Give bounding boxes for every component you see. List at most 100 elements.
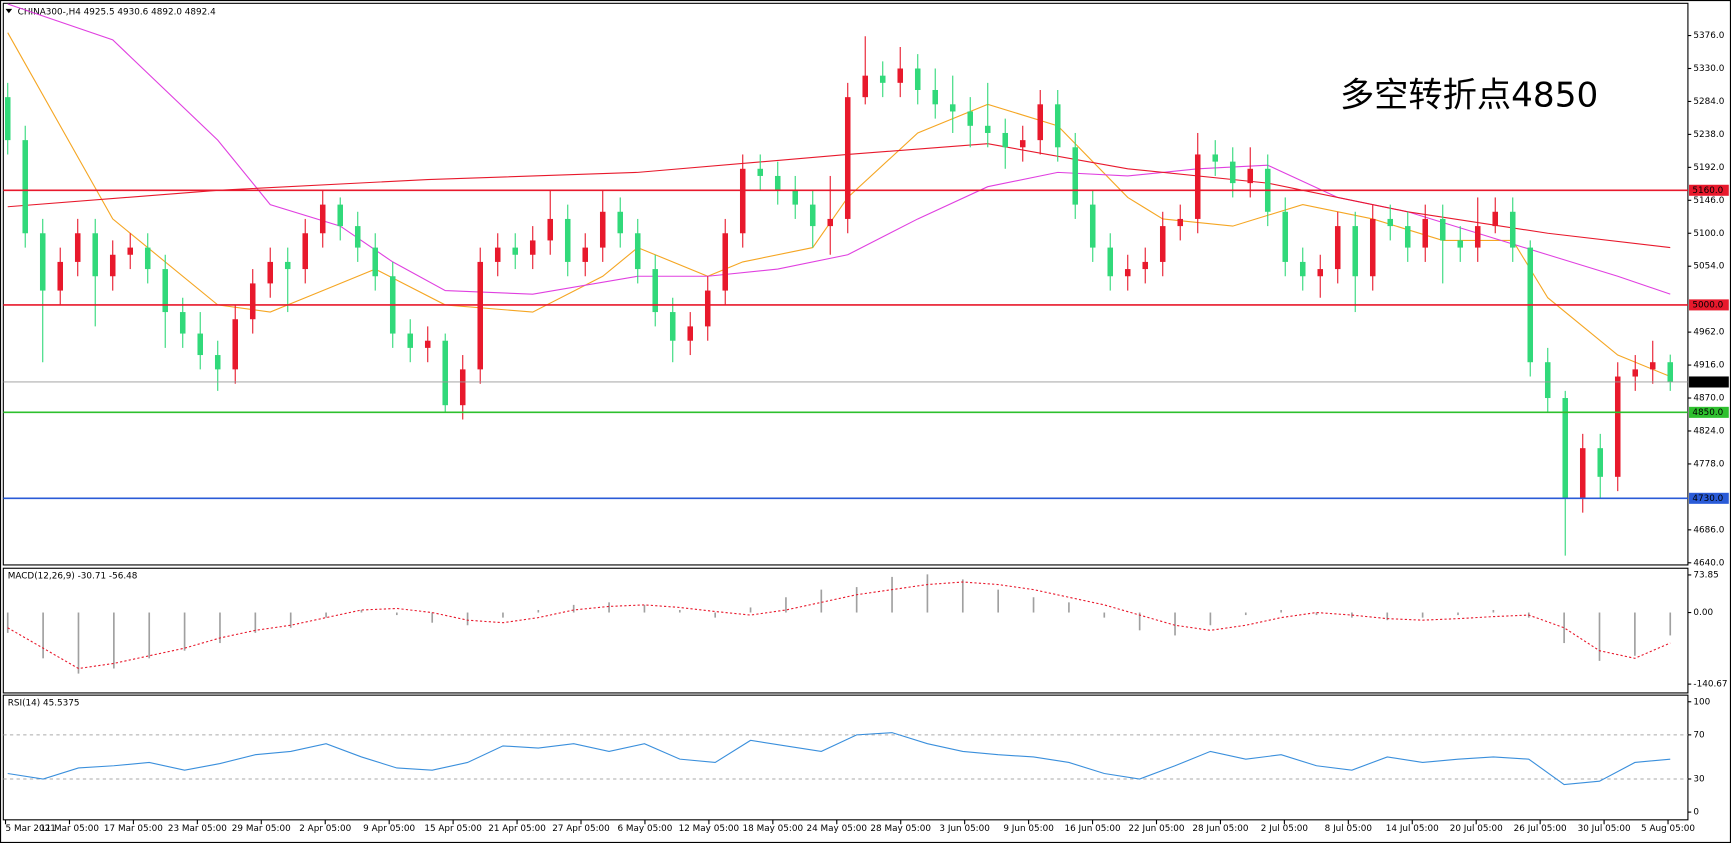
symbol-title: CHINA300-,H4 4925.5 4930.6 4892.0 4892.4: [18, 8, 216, 18]
x-tick-label: 12 May 05:00: [679, 824, 740, 834]
candle-body: [179, 312, 186, 334]
x-tick-label: 26 Jul 05:00: [1514, 824, 1567, 834]
candle-body: [1404, 226, 1411, 248]
annotation: 多空转折点4850: [1340, 76, 1598, 116]
main-panel: [2, 2, 1689, 566]
candle-body: [1649, 362, 1656, 370]
y-tick-label: 5238.0: [1693, 130, 1724, 140]
level-label: 4892.4: [1692, 377, 1723, 387]
candle-body: [249, 283, 256, 320]
x-tick-label: 21 Apr 05:00: [488, 824, 546, 834]
y-tick-label: 5192.0: [1693, 163, 1724, 173]
macd-panel: [2, 567, 1689, 694]
candle-body: [214, 355, 221, 370]
candle-body: [354, 226, 361, 248]
x-tick-label: 8 Jul 05:00: [1325, 824, 1373, 834]
candle-body: [459, 369, 466, 406]
candle-body: [1212, 154, 1219, 162]
candle-body: [844, 97, 851, 219]
candle-body: [669, 312, 676, 341]
candle-body: [914, 68, 921, 90]
y-tick-label: 4962.0: [1693, 328, 1724, 338]
candle-body: [1142, 261, 1149, 270]
x-tick-label: 2 Jul 05:00: [1261, 824, 1309, 834]
candle-body: [547, 218, 553, 241]
y-tick-label: 5376.0: [1693, 31, 1724, 41]
candle-body: [757, 168, 763, 176]
candle-body: [1194, 154, 1201, 219]
candle-body: [372, 247, 378, 277]
candle-body: [4, 97, 11, 141]
level-label: 5160.0: [1692, 186, 1723, 196]
macd-title: MACD(12,26,9) -30.71 -56.48: [8, 571, 138, 581]
y-tick-label: 5330.0: [1693, 64, 1724, 74]
candle-body: [512, 247, 518, 255]
candle-body: [39, 233, 46, 291]
y-tick-label: 100: [1693, 697, 1710, 707]
candle-body: [1002, 132, 1009, 148]
y-tick-label: 70: [1693, 730, 1705, 740]
candle-body: [92, 233, 98, 277]
x-tick-label: 27 Apr 05:00: [552, 824, 610, 834]
candle-body: [74, 233, 81, 262]
candle-body: [424, 340, 431, 348]
candle-body: [1159, 226, 1166, 262]
candle-body: [1457, 240, 1464, 248]
x-tick-label: 24 May 05:00: [806, 824, 867, 834]
candle-body: [879, 75, 886, 83]
candle-body: [1597, 448, 1604, 477]
candle-body: [1229, 161, 1236, 184]
x-tick-label: 16 Jun 05:00: [1064, 824, 1120, 834]
x-tick-label: 20 Jul 05:00: [1450, 824, 1503, 834]
candle-body: [792, 190, 798, 205]
x-tick-label: 18 May 05:00: [743, 824, 804, 834]
x-tick-label: 29 Mar 05:00: [232, 824, 291, 834]
candle-body: [862, 75, 869, 98]
rsi-line: [7, 732, 1671, 786]
candle-body: [1334, 226, 1341, 270]
y-tick-label: 4870.0: [1693, 394, 1724, 404]
candle-body: [1439, 218, 1446, 241]
candle-body: [529, 240, 536, 255]
candle-body: [1474, 226, 1481, 248]
y-tick-label: 5284.0: [1693, 97, 1724, 107]
candle-body: [1299, 261, 1306, 277]
y-tick-label: 0: [1693, 808, 1699, 818]
candle-body: [932, 89, 939, 105]
candle-body: [1509, 211, 1516, 248]
candle-body: [1124, 269, 1131, 277]
candle-body: [22, 140, 28, 234]
candle-body: [1562, 398, 1569, 499]
candle-body: [722, 233, 728, 291]
candle-body: [687, 326, 693, 341]
candle-body: [1037, 104, 1044, 141]
candle-body: [1019, 140, 1026, 148]
candle-body: [1054, 104, 1061, 148]
y-tick-label: 0.00: [1693, 608, 1713, 618]
candle-body: [582, 247, 588, 262]
macd-signal: [7, 581, 1671, 670]
x-tick-label: 5 Mar 2021: [6, 824, 56, 834]
y-tick-label: 30: [1693, 775, 1705, 785]
candle-body: [1492, 211, 1499, 227]
candle-body: [284, 261, 291, 270]
y-tick-label: 4686.0: [1693, 525, 1724, 535]
x-tick-label: 6 May 05:00: [617, 824, 672, 834]
x-tick-label: 22 Jun 05:00: [1128, 824, 1184, 834]
level-label: 4730.0: [1692, 494, 1723, 504]
candle-body: [477, 261, 483, 370]
moving-average: [7, 3, 1671, 295]
candle-body: [319, 204, 326, 234]
y-tick-label: 4778.0: [1693, 459, 1724, 469]
candle-body: [1282, 211, 1289, 262]
candle-body: [1072, 147, 1079, 205]
candle-body: [232, 319, 238, 370]
candle-body: [897, 68, 904, 83]
x-tick-label: 11 Mar 05:00: [40, 824, 99, 834]
x-tick-label: 5 Aug 05:00: [1641, 824, 1695, 834]
y-tick-label: 73.85: [1693, 570, 1718, 580]
x-tick-label: 17 Mar 05:00: [104, 824, 163, 834]
candle-body: [1369, 218, 1376, 277]
